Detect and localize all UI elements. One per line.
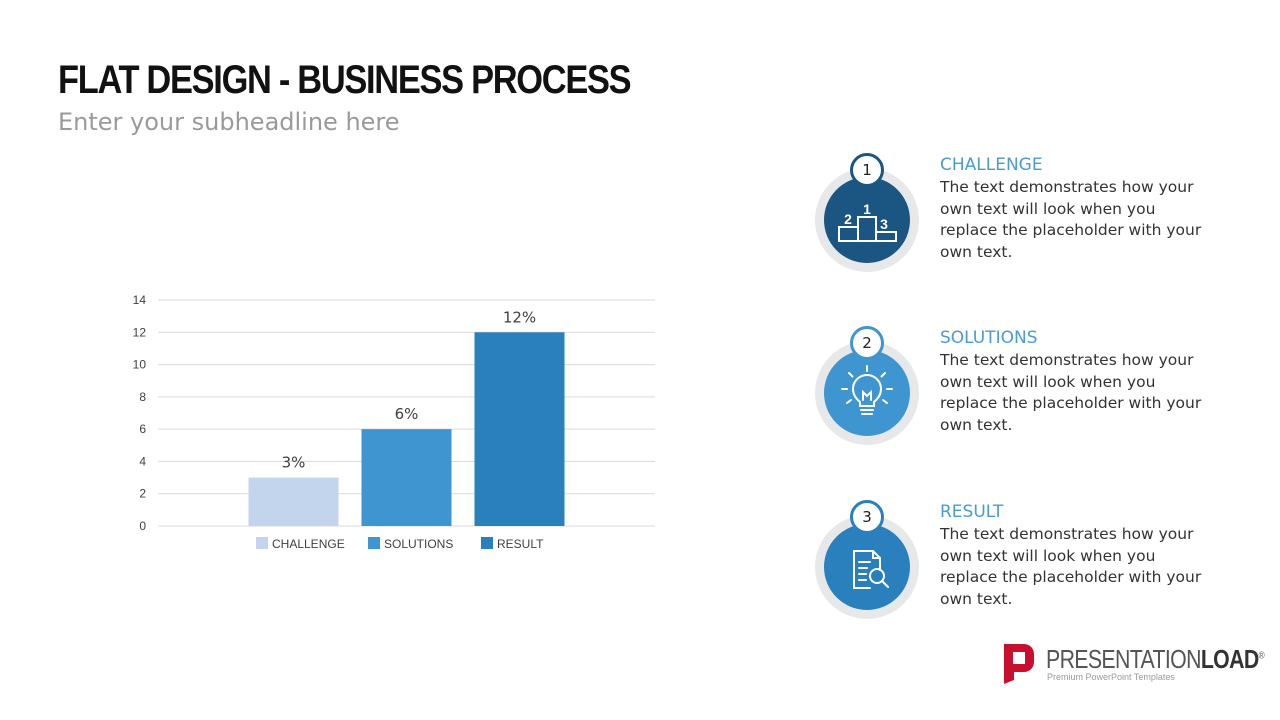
bar xyxy=(248,477,339,526)
presentationload-logo: PRESENTATIONLOAD® Premium PowerPoint Tem… xyxy=(1000,642,1265,690)
data-label: 3% xyxy=(282,454,306,472)
slide-subtitle: Enter your subheadline here xyxy=(58,108,400,136)
data-label: 6% xyxy=(395,405,419,423)
step-number-badge: 2 xyxy=(850,326,884,360)
legend-swatch xyxy=(481,537,493,549)
legend-label: RESULT xyxy=(497,537,544,551)
legend-label: SOLUTIONS xyxy=(384,537,453,551)
step-icon-circle: 1 2 3 xyxy=(824,177,910,263)
y-tick-label: 4 xyxy=(139,454,146,468)
logo-tagline: Premium PowerPoint Templates xyxy=(1047,672,1175,682)
y-tick-label: 12 xyxy=(133,325,147,339)
slide-title: FLAT DESIGN - BUSINESS PROCESS xyxy=(58,58,632,102)
step-result: 3 RESULT The text demonstrates how your … xyxy=(815,500,1235,620)
step-icon-circle xyxy=(824,524,910,610)
y-tick-label: 6 xyxy=(139,422,146,436)
step-title: RESULT xyxy=(940,502,1004,522)
step-solutions: 2 SOLUTIONS The text demonstrates how yo… xyxy=(815,326,1235,446)
logo-brand-bold: LOAD xyxy=(1200,644,1259,674)
step-icon-ring: 1 2 3 xyxy=(815,168,919,272)
document-search-icon xyxy=(853,550,889,589)
legend-swatch xyxy=(256,537,268,549)
y-tick-label: 8 xyxy=(139,390,146,404)
step-icon-circle xyxy=(824,350,910,436)
y-tick-label: 10 xyxy=(133,358,147,372)
step-title: SOLUTIONS xyxy=(940,328,1038,348)
podium-number-1: 1 xyxy=(863,201,871,217)
step-description: The text demonstrates how your own text … xyxy=(940,525,1202,608)
bar xyxy=(474,332,565,526)
bar-chart: 0 2 4 6 8 10 12 14 3% 6% 12% CHALLENGE SOLUTIONS RESU… xyxy=(133,293,655,551)
step-description: The text demonstrates how your own text … xyxy=(940,351,1202,434)
podium-number-2: 2 xyxy=(844,211,852,227)
step-challenge: 1 2 3 1 CHALLENGE The text demonstrates … xyxy=(815,153,1235,273)
y-tick-label: 14 xyxy=(133,293,147,307)
podium-number-3: 3 xyxy=(880,216,888,232)
legend-label: CHALLENGE xyxy=(272,537,345,551)
step-title: CHALLENGE xyxy=(940,155,1043,175)
y-tick-label: 0 xyxy=(139,519,146,533)
step-number-badge: 3 xyxy=(850,500,884,534)
step-number-badge: 1 xyxy=(850,153,884,187)
podium-icon: 1 2 3 xyxy=(838,201,897,242)
logo-mark-icon xyxy=(1004,644,1034,684)
lightbulb-icon xyxy=(841,365,893,415)
logo-brand-light: PRESENTATION xyxy=(1046,644,1201,674)
data-label: 12% xyxy=(503,308,536,326)
step-description: The text demonstrates how your own text … xyxy=(940,178,1202,261)
logo-brand: PRESENTATIONLOAD® xyxy=(1046,644,1265,675)
bar xyxy=(361,429,452,526)
logo-registered: ® xyxy=(1258,650,1265,662)
y-tick-label: 2 xyxy=(139,487,146,501)
legend-swatch xyxy=(368,537,380,549)
